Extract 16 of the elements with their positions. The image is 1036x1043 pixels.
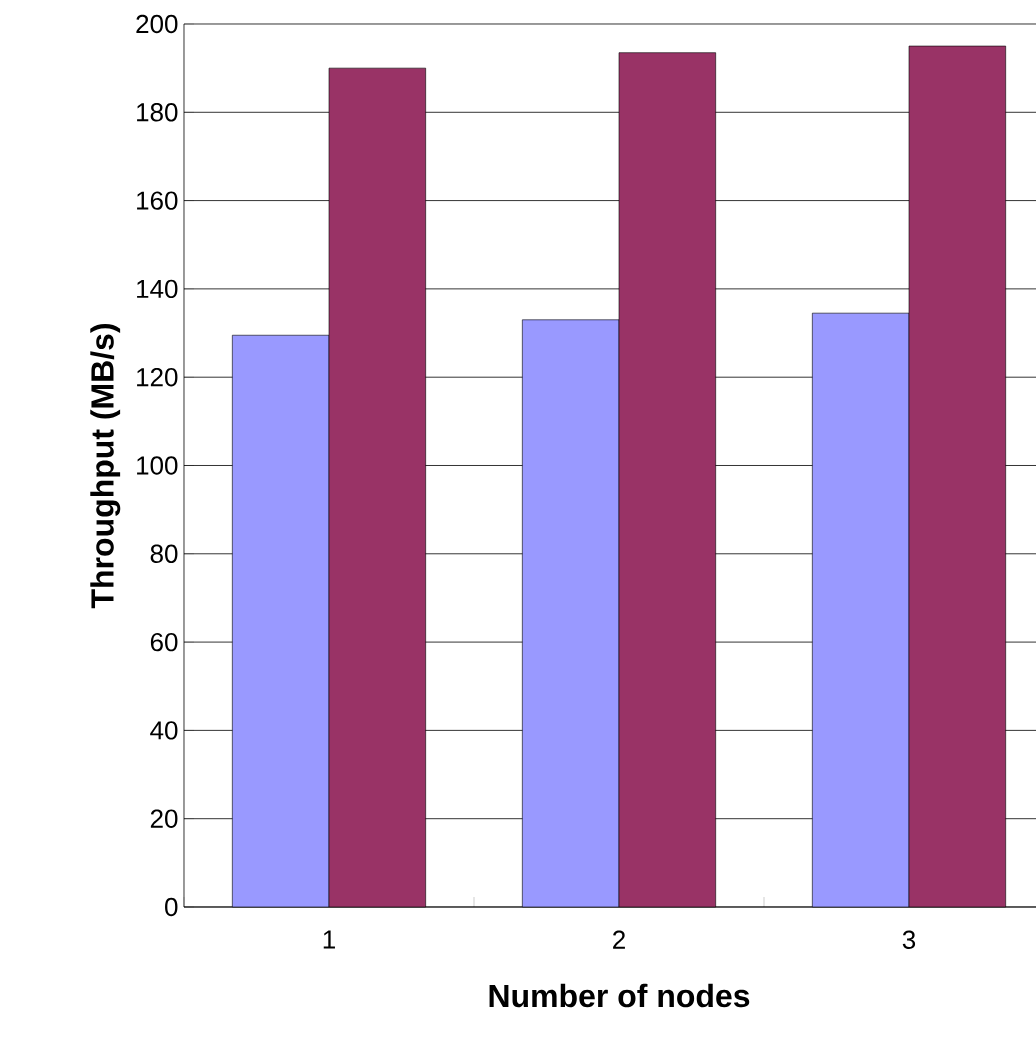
x-tick-label: 2: [613, 930, 625, 949]
y-tick-label: 200: [136, 14, 178, 34]
x-axis-title: Number of nodes: [489, 983, 750, 1008]
y-tick-label: 0: [165, 897, 178, 917]
y-tick-label: 160: [137, 191, 178, 210]
y-tick-label: 120: [137, 367, 178, 387]
y-tick-label: 40: [150, 721, 178, 740]
y-tick-label: 140: [137, 279, 178, 299]
y-tick-label: 100: [137, 456, 178, 475]
y-tick-label: 180: [137, 103, 178, 122]
y-tick-label: 20: [150, 809, 178, 828]
y-axis-title: Throughput (MB/s): [90, 324, 121, 609]
y-tick-label: 60: [150, 632, 178, 652]
x-tick-label: 3: [902, 930, 916, 949]
x-tick-label: 1: [323, 930, 335, 949]
y-tick-label: 80: [150, 544, 178, 563]
